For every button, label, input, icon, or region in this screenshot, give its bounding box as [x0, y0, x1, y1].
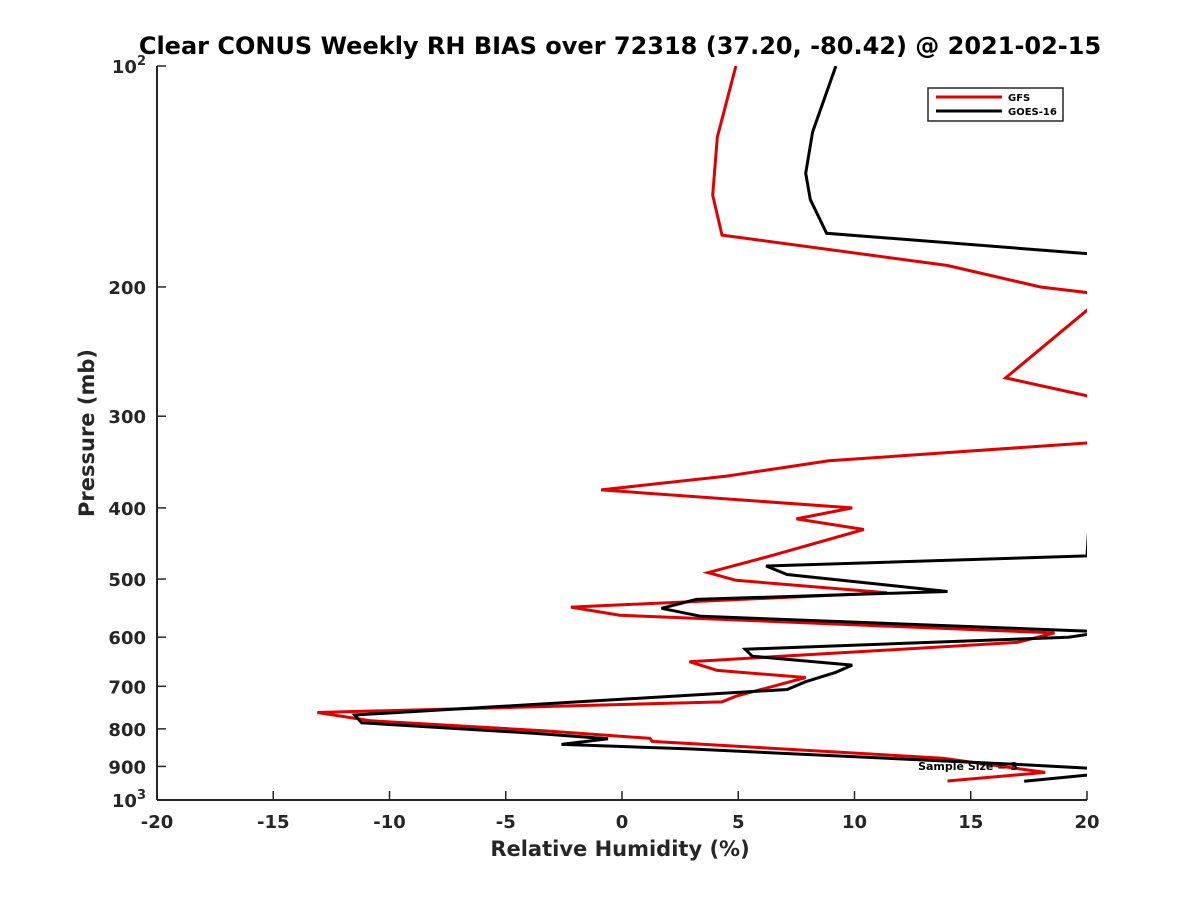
y-tick-label: 102 [112, 54, 146, 78]
x-tick-label: -5 [496, 812, 516, 833]
x-tick-label: -15 [257, 812, 290, 833]
sample-size-annotation: Sample Size = 3 [918, 760, 1018, 773]
chart-title: Clear CONUS Weekly RH BIAS over 72318 (3… [139, 32, 1101, 60]
y-tick-label: 700 [108, 677, 146, 698]
y-tick-label: 103 [112, 788, 146, 812]
x-tick-label: 15 [958, 812, 983, 833]
y-axis-label: Pressure (mb) [75, 349, 99, 517]
y-tick-label: 800 [108, 720, 146, 741]
y-tick-label: 500 [108, 570, 146, 591]
y-tick-label: 300 [108, 407, 146, 428]
data-series [317, 66, 1087, 783]
tick-labels: -20 -15 -10 -5 0 5 10 15 20102200300400500600700… [108, 54, 1099, 833]
x-tick-label: -10 [373, 812, 406, 833]
y-tick-label: 400 [108, 499, 146, 520]
x-tick-label: 20 [1074, 812, 1099, 833]
x-tick-label: 10 [842, 812, 867, 833]
x-tick-label: 0 [616, 812, 629, 833]
legend: GFS GOES-16 [927, 87, 1064, 122]
y-tick-base: 10 [112, 57, 137, 78]
y-tick-base: 10 [112, 791, 137, 812]
legend-label: GOES-16 [1008, 107, 1057, 118]
y-tick-label: 900 [108, 757, 146, 778]
legend-box [927, 87, 1064, 122]
y-tick-exponent: 3 [137, 788, 146, 803]
y-tick-label: 600 [108, 628, 146, 649]
y-tick-label: 200 [108, 278, 146, 299]
y-tick-exponent: 2 [137, 54, 146, 69]
series-line-goes-16 [351, 66, 1087, 783]
series-line-gfs [317, 66, 1087, 783]
x-axis-label: Relative Humidity (%) [490, 837, 749, 861]
x-tick-label: -20 [141, 812, 174, 833]
legend-label: GFS [1008, 93, 1030, 104]
axes [156, 65, 1088, 801]
x-tick-label: 5 [732, 812, 745, 833]
